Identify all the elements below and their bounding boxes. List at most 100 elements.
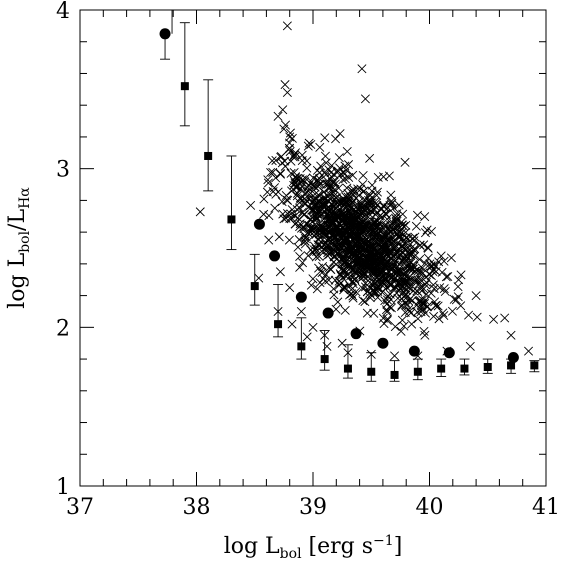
cross-marker <box>351 233 361 243</box>
cross-marker <box>306 280 316 290</box>
cross-marker <box>329 230 339 240</box>
cross-marker <box>308 274 318 284</box>
cross-marker <box>302 163 312 173</box>
cross-marker <box>361 240 371 250</box>
circle-marker <box>350 328 362 340</box>
cross-marker <box>322 341 332 351</box>
cross-marker <box>352 221 362 231</box>
cross-marker <box>420 212 430 222</box>
cross-marker <box>271 189 281 199</box>
cross-marker <box>429 284 439 294</box>
cross-marker <box>276 152 286 162</box>
cross-marker <box>436 251 446 261</box>
square-marker <box>413 367 422 376</box>
cross-marker <box>308 322 318 332</box>
cross-marker <box>434 314 444 324</box>
cross-marker <box>339 218 349 228</box>
square-marker <box>250 282 259 291</box>
cross-marker <box>321 170 331 180</box>
cross-marker <box>298 258 308 268</box>
cross-marker <box>285 144 295 154</box>
circle-marker <box>443 347 455 359</box>
cross-marker <box>301 173 311 183</box>
cross-marker <box>438 308 448 318</box>
cross-marker <box>399 277 409 287</box>
cross-marker <box>321 225 331 235</box>
cross-marker <box>394 200 404 210</box>
square-marker <box>460 364 469 373</box>
cross-marker <box>302 187 312 197</box>
cross-marker <box>401 277 411 287</box>
cross-marker <box>489 314 499 324</box>
circle-marker <box>253 218 265 230</box>
cross-marker <box>453 292 463 302</box>
cross-marker <box>312 247 322 257</box>
cross-marker <box>275 168 285 178</box>
cross-marker <box>372 222 382 232</box>
cross-marker <box>358 269 369 279</box>
cross-marker <box>332 193 342 203</box>
cross-marker <box>400 255 410 265</box>
cross-marker <box>353 184 363 194</box>
cross-marker <box>295 252 305 262</box>
cross-marker <box>357 259 367 270</box>
cross-marker <box>348 279 358 289</box>
cross-marker <box>395 232 405 242</box>
cross-marker <box>404 296 414 306</box>
cross-marker <box>342 183 352 193</box>
cross-marker <box>342 147 352 157</box>
cross-marker <box>334 280 344 290</box>
cross-marker <box>311 244 321 254</box>
cross-marker <box>264 211 274 221</box>
cross-marker <box>378 172 389 182</box>
cross-marker <box>358 296 368 306</box>
cross-marker <box>396 249 406 259</box>
cross-marker <box>392 267 402 277</box>
cross-marker <box>334 153 344 163</box>
cross-marker <box>331 203 341 213</box>
cross-marker <box>433 301 443 311</box>
cross-marker <box>524 346 534 356</box>
y-tick-label: 4 <box>56 0 70 24</box>
cross-markers <box>195 21 534 361</box>
cross-marker <box>297 207 307 217</box>
cross-marker <box>453 282 463 292</box>
cross-marker <box>441 272 451 282</box>
cross-marker <box>412 300 422 310</box>
y-tick-label: 3 <box>56 158 70 183</box>
cross-marker <box>315 142 325 152</box>
cross-marker <box>329 214 339 224</box>
cross-marker <box>371 202 381 212</box>
cross-marker <box>397 300 407 310</box>
cross-marker <box>400 307 410 318</box>
cross-marker <box>344 242 354 252</box>
cross-marker <box>382 315 392 325</box>
cross-marker <box>338 168 348 178</box>
cross-marker <box>264 235 274 245</box>
cross-marker <box>320 276 330 286</box>
cross-marker <box>340 237 350 247</box>
cross-marker <box>271 155 281 165</box>
cross-marker <box>333 297 343 307</box>
cross-marker <box>270 203 280 213</box>
cross-marker <box>464 310 474 320</box>
cross-marker <box>308 197 318 207</box>
tick-labels: 37 38 39 40 41 1 2 3 4 <box>56 0 560 520</box>
cross-marker <box>434 257 444 267</box>
square-marker <box>180 82 189 91</box>
cross-marker <box>426 271 436 281</box>
cross-marker <box>384 171 394 181</box>
cross-marker <box>415 254 425 264</box>
cross-marker <box>318 195 329 205</box>
cross-marker <box>346 285 356 295</box>
cross-marker <box>346 249 356 259</box>
cross-marker <box>435 283 445 293</box>
square-marker <box>530 361 539 370</box>
cross-marker <box>429 311 439 321</box>
cross-marker <box>356 199 366 209</box>
square-marker <box>274 320 283 329</box>
cross-marker <box>339 282 349 292</box>
circle-marker <box>295 291 307 303</box>
cross-marker <box>394 232 404 242</box>
square-markers <box>180 82 539 379</box>
